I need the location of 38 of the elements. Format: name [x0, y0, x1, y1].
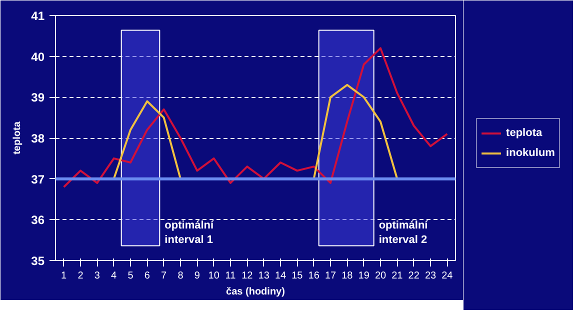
x-tick-label: 13: [258, 270, 270, 282]
y-tick-label: 36: [31, 213, 45, 228]
x-tick-label: 1: [61, 270, 68, 282]
legend-label: teplota: [506, 126, 542, 138]
x-tick-label: 3: [94, 270, 100, 282]
band-label: optimální interval 2: [378, 219, 429, 246]
x-axis-title: čas (hodiny): [226, 286, 285, 298]
x-tick-label: 22: [408, 270, 420, 282]
x-tick-label: 7: [161, 270, 168, 282]
x-tick-label: 14: [274, 270, 286, 282]
x-tick-label: 9: [194, 270, 200, 282]
x-tick-label: 5: [128, 270, 134, 282]
x-tick-label: 15: [292, 270, 304, 282]
legend-label: inokulum: [506, 146, 555, 158]
y-tick-label: 41: [31, 9, 45, 23]
y-tick-label: 35: [31, 254, 45, 268]
x-tick-label: 17: [324, 270, 336, 282]
x-tick-label: 8: [178, 270, 184, 282]
x-tick-label: 23: [424, 270, 436, 282]
x-tick-label: 20: [374, 270, 386, 282]
line-series: [62, 47, 448, 188]
x-tick-label: 18: [342, 270, 354, 282]
y-tick-label: 38: [31, 132, 45, 146]
y-axis-title: teplota: [12, 121, 24, 154]
x-tick-label: 16: [308, 270, 320, 282]
x-tick-label: 6: [144, 270, 150, 282]
x-tick-label: 19: [358, 270, 370, 282]
band-label: optimální interval 1: [164, 219, 214, 246]
y-tick-label: 37: [31, 172, 45, 186]
x-tick-label: 11: [225, 270, 236, 282]
y-tick-label: 40: [31, 50, 45, 64]
x-tick-label: 4: [111, 270, 118, 282]
x-tick-label: 10: [208, 270, 220, 282]
x-tick-label: 12: [242, 270, 254, 282]
x-tick-label: 2: [78, 270, 84, 282]
x-tick-label: 24: [442, 270, 454, 282]
y-tick-label: 39: [31, 90, 45, 105]
x-tick-label: 21: [392, 270, 404, 282]
